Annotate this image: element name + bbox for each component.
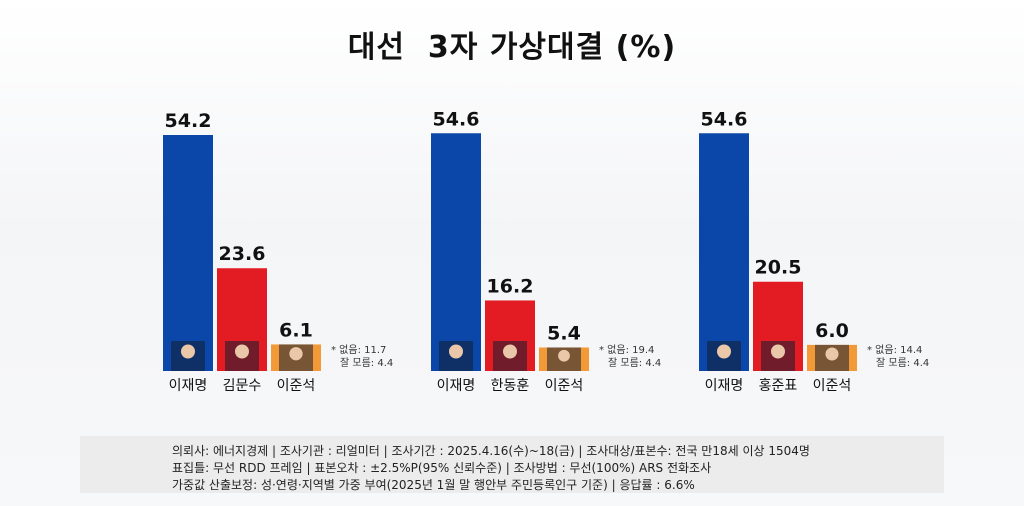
value-label-3-2: 20.5 — [755, 257, 802, 279]
note-none-2: * 없음: 19.4 — [599, 343, 654, 356]
value-label-3-1: 54.6 — [701, 108, 748, 130]
candidate-face-3-2 — [771, 344, 785, 359]
candidate-name-1-3: 이준석 — [277, 378, 316, 394]
candidate-name-3-2: 홍준표 — [759, 378, 798, 394]
candidate-name-2-3: 이준석 — [545, 378, 584, 394]
bar-3-1 — [699, 133, 749, 371]
bar-2-1 — [431, 133, 481, 371]
candidate-name-2-2: 한동훈 — [491, 378, 530, 394]
candidate-name-2-1: 이재명 — [437, 378, 476, 394]
candidate-name-1-2: 김문수 — [223, 378, 262, 394]
candidate-face-3-1 — [717, 344, 731, 359]
survey-info-line-3: 가중값 산출보정: 성·연령·지역별 가중 부여(2025년 1월 말 행안부 … — [172, 478, 695, 492]
candidate-face-2-3 — [558, 349, 570, 362]
candidate-face-1-1 — [181, 344, 195, 359]
survey-info-line-2: 표집틀: 무선 RDD 프레임 | 표본오차 : ±2.5%P(95% 신뢰수준… — [172, 461, 712, 475]
value-label-2-3: 5.4 — [547, 322, 581, 344]
value-label-2-1: 54.6 — [433, 108, 480, 130]
note-unknown-1: 잘 모름: 4.4 — [340, 357, 393, 369]
candidate-face-1-3 — [289, 347, 303, 361]
value-label-1-2: 23.6 — [219, 243, 266, 265]
candidate-name-3-1: 이재명 — [705, 378, 744, 394]
bar-1-1 — [163, 135, 213, 371]
chart-title: 대선 3자 가상대결 (%) — [347, 30, 677, 65]
candidate-name-1-1: 이재명 — [169, 378, 208, 394]
candidate-face-1-2 — [235, 344, 249, 359]
value-label-2-2: 16.2 — [487, 275, 534, 297]
candidate-face-3-3 — [825, 347, 839, 361]
value-label-1-3: 6.1 — [279, 319, 313, 341]
candidate-face-2-2 — [503, 344, 517, 359]
survey-info-box: 의뢰사: 에너지경제 | 조사기관 : 리얼미터 | 조사기간 : 2025.4… — [80, 436, 944, 493]
candidate-name-3-3: 이준석 — [813, 378, 852, 394]
value-label-1-1: 54.2 — [165, 110, 212, 132]
note-unknown-3: 잘 모름: 4.4 — [876, 357, 929, 369]
note-unknown-2: 잘 모름: 4.4 — [608, 357, 661, 369]
value-label-3-3: 6.0 — [815, 320, 849, 342]
note-none-3: * 없음: 14.4 — [867, 343, 922, 356]
note-none-1: * 없음: 11.7 — [331, 343, 386, 356]
candidate-face-2-1 — [449, 344, 463, 359]
survey-info-line-1: 의뢰사: 에너지경제 | 조사기관 : 리얼미터 | 조사기간 : 2025.4… — [172, 444, 810, 458]
